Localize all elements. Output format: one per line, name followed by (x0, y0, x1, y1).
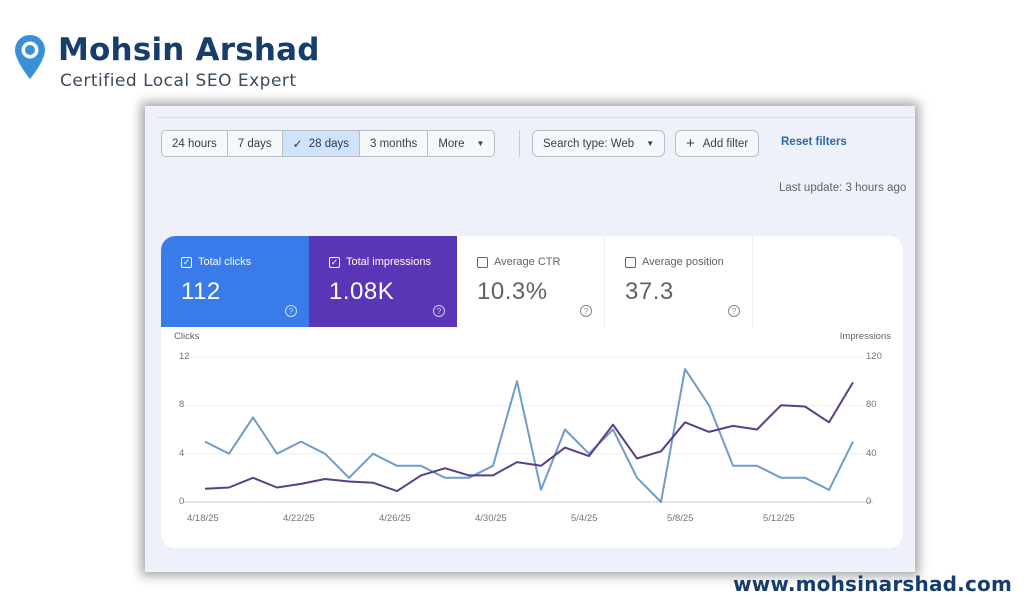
y-tick-left: 12 (179, 351, 190, 362)
y-tick-left: 8 (179, 399, 185, 411)
metric-card-average-position[interactable]: Average position 37.3 ? (605, 236, 753, 327)
location-pin-icon (15, 35, 45, 79)
add-filter-button[interactable]: + Add filter (675, 130, 760, 157)
divider (157, 117, 915, 118)
y-tick-left: 0 (179, 496, 185, 507)
x-tick: 5/12/25 (763, 513, 795, 524)
range-24-hours[interactable]: 24 hours (162, 131, 228, 156)
x-tick: 4/26/25 (379, 513, 411, 524)
metric-value: 112 (181, 278, 221, 305)
metric-value: 37.3 (625, 278, 674, 305)
search-type-dropdown[interactable]: Search type: Web ▼ (532, 130, 666, 157)
x-tick: 4/22/25 (283, 513, 315, 524)
metric-cards: ✓ Total clicks 112 ? ✓ Total impressions 1… (161, 236, 753, 327)
metric-value: 10.3% (477, 278, 548, 305)
last-update-text: Last update: 3 hours ago (779, 182, 907, 194)
range-more-dropdown[interactable]: More ▼ (438, 137, 485, 150)
line-chart-plot (183, 356, 873, 503)
checkbox-unchecked-icon[interactable] (625, 256, 636, 268)
y-tick-right: 120 (866, 351, 882, 362)
help-icon[interactable]: ? (728, 305, 740, 317)
brand-tagline: Certified Local SEO Expert (60, 71, 297, 91)
clicks-line (204, 368, 854, 503)
brand-name: Mohsin Arshad (58, 32, 320, 68)
reset-filters-link[interactable]: Reset filters (781, 136, 847, 148)
impressions-line (204, 381, 854, 493)
x-tick: 5/4/25 (571, 513, 598, 524)
right-axis-title: Impressions (839, 331, 891, 342)
brand-header: Mohsin Arshad Certified Local SEO Expert (14, 30, 320, 92)
plus-icon: + (686, 135, 695, 152)
metric-card-average-ctr[interactable]: Average CTR 10.3% ? (457, 236, 605, 327)
y-tick-right: 80 (866, 399, 877, 411)
metric-card-total-impressions[interactable]: ✓ Total impressions 1.08K ? (309, 236, 457, 327)
caret-down-icon: ▼ (646, 139, 655, 148)
checkbox-checked-icon[interactable]: ✓ (329, 256, 340, 268)
x-tick: 4/30/25 (475, 513, 507, 524)
website-url: www.mohsinarshad.com (733, 572, 1012, 596)
metric-card-total-clicks[interactable]: ✓ Total clicks 112 ? (161, 236, 309, 327)
search-console-screenshot: 24 hours 7 days ✓ 28 days 3 months More ▼ … (145, 106, 915, 572)
help-icon[interactable]: ? (580, 305, 592, 317)
left-axis-title: Clicks (174, 331, 200, 342)
x-tick: 5/8/25 (667, 513, 694, 524)
metric-value: 1.08K (329, 278, 395, 305)
check-icon: ✓ (292, 136, 303, 151)
checkbox-unchecked-icon[interactable] (477, 256, 488, 268)
x-tick: 4/18/25 (187, 513, 219, 524)
y-tick-right: 40 (866, 447, 877, 459)
performance-chart: Clicks Impressions 0 0 4 40 8 80 12 120 4/18/25 4… (161, 327, 903, 548)
checkbox-checked-icon[interactable]: ✓ (181, 256, 192, 268)
y-tick-left: 4 (179, 447, 185, 459)
toolbar-separator (519, 130, 520, 157)
range-7-days[interactable]: 7 days (228, 131, 283, 156)
y-tick-right: 0 (866, 496, 872, 507)
range-3-months[interactable]: 3 months (360, 131, 429, 156)
date-range-selector: 24 hours 7 days ✓ 28 days 3 months More ▼ (161, 130, 496, 157)
help-icon[interactable]: ? (285, 305, 297, 317)
help-icon[interactable]: ? (433, 305, 445, 317)
performance-panel: ✓ Total clicks 112 ? ✓ Total impressions 1… (161, 236, 903, 548)
range-28-days[interactable]: ✓ 28 days (282, 131, 360, 156)
caret-down-icon: ▼ (476, 139, 485, 148)
